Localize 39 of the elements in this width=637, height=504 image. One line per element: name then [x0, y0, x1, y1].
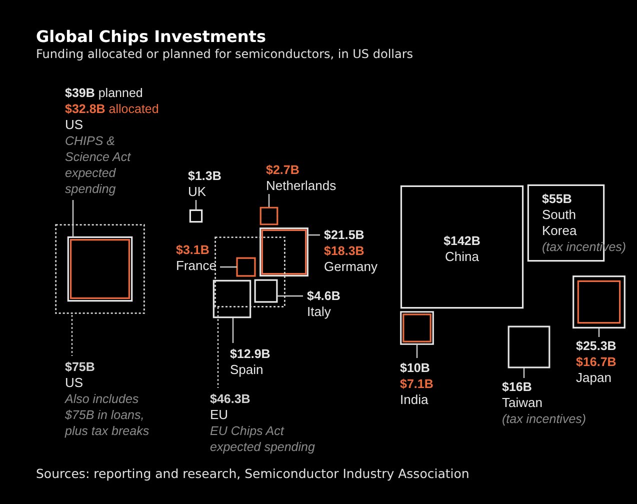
data-label: $10B	[400, 361, 430, 375]
data-label: $32.8B allocated	[65, 102, 159, 116]
data-label: $46.3B	[210, 392, 250, 406]
category-label: Netherlands	[266, 178, 337, 193]
data-label: $16.7B	[576, 355, 616, 369]
category-label: Taiwan	[502, 395, 542, 410]
category-label: Japan	[576, 370, 612, 385]
data-label: $1.3B	[188, 169, 222, 183]
category-label: France	[176, 258, 216, 273]
text: Funding allocated or planned for semiconductors, in US dollars	[36, 47, 414, 61]
text: CHIPS & Science Act expected spending	[65, 134, 132, 196]
category-label: EU	[210, 407, 228, 422]
data-label: $25.3B	[576, 339, 616, 353]
category-label: India	[400, 392, 429, 407]
data-label: $7.1B	[400, 377, 434, 391]
data-label: $2.7B	[266, 163, 300, 177]
category-label: US	[65, 375, 84, 390]
data-label: $4.6B	[307, 289, 340, 303]
text: (tax incentives)	[502, 412, 586, 426]
data-label: $39B planned	[65, 86, 143, 100]
data-label: $16B	[502, 380, 532, 394]
text: EU Chips Act expected spending	[210, 424, 315, 454]
category-label: Italy	[307, 304, 332, 319]
category-label: Germany	[324, 259, 378, 274]
category-label: China	[445, 249, 480, 264]
data-label: $21.5B	[324, 228, 364, 242]
data-label: $3.1B	[176, 243, 210, 257]
category-label: Spain	[230, 362, 264, 377]
text: Also includes $75B in loans, plus tax breaks	[64, 392, 150, 438]
text: Global Chips Investments	[36, 27, 266, 46]
data-label: $12.9B	[230, 347, 270, 361]
category-label: US	[65, 117, 84, 132]
category-label: South Korea	[542, 207, 578, 238]
data-label: $18.3B	[324, 244, 364, 258]
data-label: $55B	[542, 192, 572, 206]
category-label: UK	[188, 184, 206, 199]
source-note: Sources: reporting and research, Semiconductor Industry Association	[36, 466, 470, 481]
data-label: $75B	[65, 360, 95, 374]
data-label: $142B	[444, 234, 480, 248]
